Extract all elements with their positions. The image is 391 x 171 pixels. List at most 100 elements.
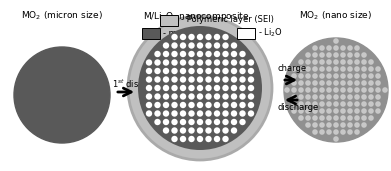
Circle shape [171, 85, 178, 91]
Circle shape [291, 87, 297, 93]
Bar [142, 28, 160, 38]
Circle shape [214, 93, 220, 100]
Circle shape [188, 76, 195, 83]
Circle shape [326, 80, 332, 86]
Circle shape [298, 115, 304, 121]
Circle shape [231, 85, 237, 91]
Circle shape [214, 42, 220, 49]
Circle shape [291, 101, 297, 107]
Circle shape [188, 93, 195, 100]
Circle shape [333, 136, 339, 142]
Circle shape [305, 87, 311, 93]
Circle shape [375, 101, 381, 107]
Circle shape [222, 85, 229, 91]
Circle shape [214, 110, 220, 117]
Circle shape [180, 85, 186, 91]
Circle shape [326, 129, 332, 135]
Circle shape [197, 59, 203, 66]
Circle shape [361, 59, 367, 65]
Text: - metal oxide: - metal oxide [163, 29, 218, 37]
Circle shape [354, 94, 360, 100]
Circle shape [347, 101, 353, 107]
Circle shape [347, 45, 353, 51]
Circle shape [291, 73, 297, 79]
Circle shape [248, 93, 254, 100]
Circle shape [340, 129, 346, 135]
Circle shape [171, 110, 178, 117]
Circle shape [231, 93, 237, 100]
Circle shape [146, 110, 152, 117]
Circle shape [154, 51, 161, 57]
Circle shape [305, 115, 311, 121]
Circle shape [171, 119, 178, 125]
Circle shape [188, 127, 195, 134]
Circle shape [368, 73, 374, 79]
Text: 1$^{st}$ discharge: 1$^{st}$ discharge [112, 78, 168, 92]
Circle shape [354, 66, 360, 72]
Circle shape [197, 110, 203, 117]
Circle shape [368, 101, 374, 107]
Circle shape [154, 102, 161, 108]
Circle shape [239, 110, 246, 117]
Circle shape [305, 108, 311, 114]
Circle shape [312, 59, 318, 65]
Circle shape [326, 45, 332, 51]
Circle shape [382, 87, 388, 93]
Circle shape [248, 102, 254, 108]
Circle shape [146, 85, 152, 91]
Circle shape [333, 87, 339, 93]
Circle shape [214, 59, 220, 66]
Circle shape [180, 93, 186, 100]
Circle shape [312, 101, 318, 107]
Circle shape [368, 80, 374, 86]
Circle shape [163, 93, 169, 100]
Circle shape [180, 68, 186, 74]
Circle shape [205, 93, 212, 100]
Circle shape [333, 129, 339, 135]
Circle shape [340, 45, 346, 51]
Circle shape [354, 101, 360, 107]
Circle shape [205, 51, 212, 57]
Circle shape [354, 80, 360, 86]
Circle shape [222, 51, 229, 57]
Circle shape [188, 34, 195, 40]
Circle shape [222, 119, 229, 125]
Circle shape [214, 68, 220, 74]
Circle shape [163, 51, 169, 57]
Circle shape [180, 110, 186, 117]
Circle shape [239, 85, 246, 91]
Circle shape [340, 52, 346, 58]
Circle shape [222, 42, 229, 49]
Circle shape [312, 108, 318, 114]
Circle shape [146, 102, 152, 108]
Circle shape [171, 42, 178, 49]
Circle shape [180, 42, 186, 49]
Circle shape [333, 94, 339, 100]
Circle shape [171, 127, 178, 134]
Circle shape [231, 51, 237, 57]
Circle shape [298, 59, 304, 65]
Circle shape [347, 80, 353, 86]
Circle shape [146, 93, 152, 100]
Bar [160, 15, 178, 25]
Circle shape [205, 136, 212, 142]
Circle shape [197, 119, 203, 125]
Circle shape [205, 85, 212, 91]
Circle shape [375, 87, 381, 93]
Circle shape [319, 108, 325, 114]
Circle shape [347, 94, 353, 100]
Circle shape [347, 108, 353, 114]
Circle shape [154, 68, 161, 74]
Circle shape [171, 59, 178, 66]
Circle shape [347, 73, 353, 79]
Circle shape [319, 129, 325, 135]
Circle shape [197, 85, 203, 91]
Circle shape [326, 108, 332, 114]
Circle shape [205, 127, 212, 134]
Circle shape [197, 42, 203, 49]
Circle shape [205, 34, 212, 40]
Circle shape [361, 108, 367, 114]
Circle shape [312, 129, 318, 135]
Circle shape [326, 101, 332, 107]
Circle shape [154, 76, 161, 83]
